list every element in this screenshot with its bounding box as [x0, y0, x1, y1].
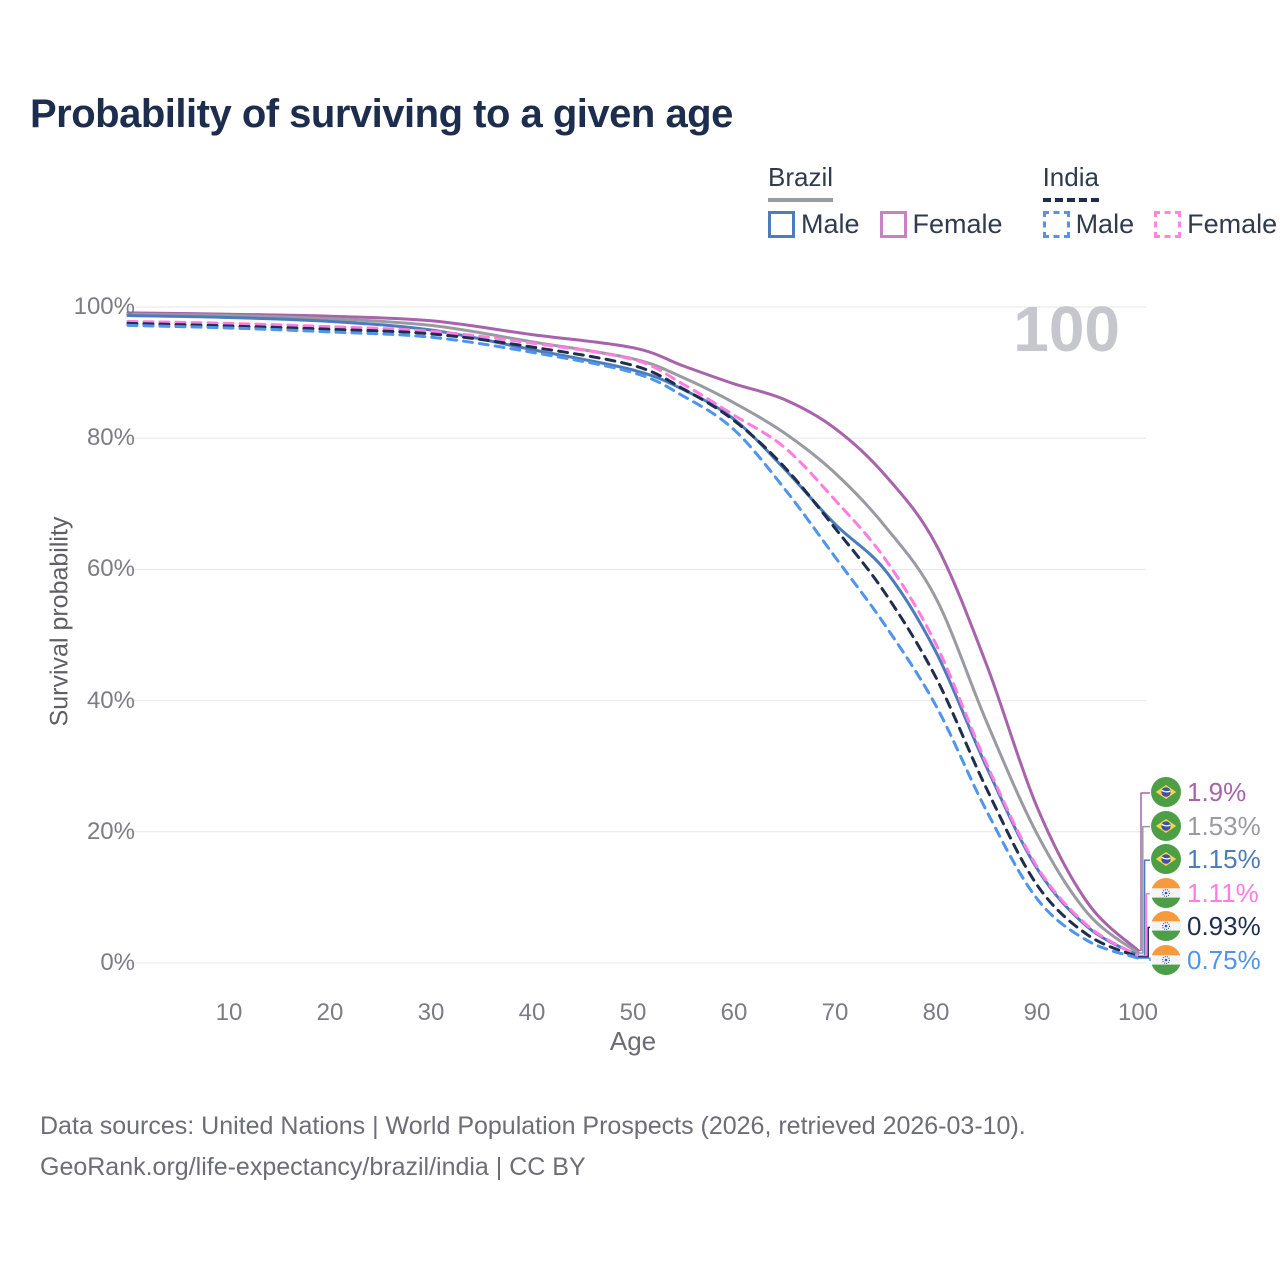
- x-axis-tick-label: 30: [417, 999, 445, 1026]
- legend-swatch-icon: [1154, 211, 1182, 238]
- label-connector: [1138, 792, 1150, 952]
- end-label-value: 1.53%: [1187, 810, 1261, 841]
- brazil-flag-icon: [1151, 844, 1181, 875]
- label-connector: [1138, 825, 1150, 954]
- y-axis-tick-label: 20%: [86, 817, 135, 845]
- x-axis-tick-label: 80: [922, 999, 950, 1026]
- end-label-value: 0.93%: [1187, 911, 1261, 942]
- india-flag-icon: [1151, 877, 1181, 908]
- label-connector: [1138, 957, 1151, 961]
- curve-brazil-both[interactable]: [126, 312, 1140, 955]
- end-label-brazil-male[interactable]: 1.15%: [1151, 844, 1261, 875]
- end-label-value: 1.11%: [1187, 877, 1259, 908]
- curve-brazil-male[interactable]: [126, 314, 1140, 957]
- y-axis-tick-label: 60%: [86, 555, 135, 583]
- legend-group-brazil: Brazil Male Female: [768, 162, 1003, 240]
- india-flag-icon: [1151, 945, 1181, 975]
- curve-india-female[interactable]: [126, 319, 1140, 958]
- legend-country-india[interactable]: India: [1042, 162, 1099, 202]
- end-label-brazil-female[interactable]: 1.9%: [1151, 777, 1246, 807]
- end-label-value: 1.15%: [1187, 844, 1261, 875]
- end-label-india-both[interactable]: 0.93%: [1151, 911, 1261, 942]
- legend-swatch-icon: [768, 211, 795, 238]
- footer-link: GeoRank.org/life-expectancy/brazil/india…: [40, 1153, 586, 1181]
- curve-india-both[interactable]: [126, 321, 1140, 959]
- brazil-flag-icon: [1151, 810, 1181, 841]
- x-axis-tick-label: 100: [1117, 999, 1159, 1026]
- end-label-value: 0.75%: [1187, 945, 1261, 975]
- x-axis-tick-label: 10: [215, 999, 243, 1026]
- x-axis-tick-label: 20: [316, 999, 344, 1026]
- x-axis-tick-label: 90: [1023, 999, 1051, 1026]
- label-connector: [1138, 893, 1150, 957]
- footer: Data sources: United Nations | World Pop…: [40, 1106, 1026, 1188]
- brazil-flag-icon: [1151, 777, 1181, 807]
- legend-item-brazil-female[interactable]: Female: [879, 209, 1003, 240]
- x-axis-tick-label: 40: [518, 999, 546, 1026]
- x-axis-tick-label: 70: [821, 999, 849, 1026]
- india-flag-icon: [1151, 911, 1181, 942]
- y-axis-title: Survival probability: [45, 516, 74, 727]
- legend-swatch-icon: [1042, 211, 1070, 238]
- legend-item-label: Male: [801, 209, 860, 239]
- legend: Brazil Male Female India Male Female: [768, 162, 1277, 240]
- x-axis-title: Age: [609, 1026, 657, 1056]
- legend-group-india: India Male Female: [1042, 162, 1277, 240]
- page-title: Probability of surviving to a given age: [30, 92, 733, 136]
- x-axis-tick-label: 60: [720, 999, 748, 1026]
- end-label-india-male[interactable]: 0.75%: [1151, 945, 1261, 975]
- legend-country-brazil[interactable]: Brazil: [768, 162, 834, 202]
- legend-swatch-icon: [879, 211, 907, 238]
- y-axis-tick-label: 0%: [100, 949, 135, 976]
- curve-india-male[interactable]: [126, 323, 1140, 960]
- legend-item-label: Female: [912, 209, 1003, 239]
- legend-item-label: Female: [1187, 209, 1278, 239]
- legend-item-brazil-male[interactable]: Male: [768, 209, 860, 240]
- y-axis-tick-label: 100%: [73, 293, 135, 320]
- label-connector: [1138, 926, 1150, 958]
- end-label-brazil-both[interactable]: 1.53%: [1151, 810, 1261, 841]
- legend-item-label: Male: [1075, 209, 1135, 239]
- end-label-india-female[interactable]: 1.11%: [1151, 877, 1259, 908]
- legend-item-india-male[interactable]: Male: [1042, 209, 1135, 240]
- y-axis-tick-label: 80%: [86, 424, 135, 452]
- x-axis-tick-label: 50: [619, 999, 647, 1026]
- age-watermark: 100: [1013, 293, 1120, 365]
- curve-brazil-female[interactable]: [126, 311, 1140, 952]
- legend-item-india-female[interactable]: Female: [1154, 209, 1277, 240]
- end-label-value: 1.9%: [1187, 777, 1247, 807]
- footer-sources: Data sources: United Nations | World Pop…: [40, 1112, 1026, 1140]
- y-axis-tick-label: 40%: [86, 686, 135, 714]
